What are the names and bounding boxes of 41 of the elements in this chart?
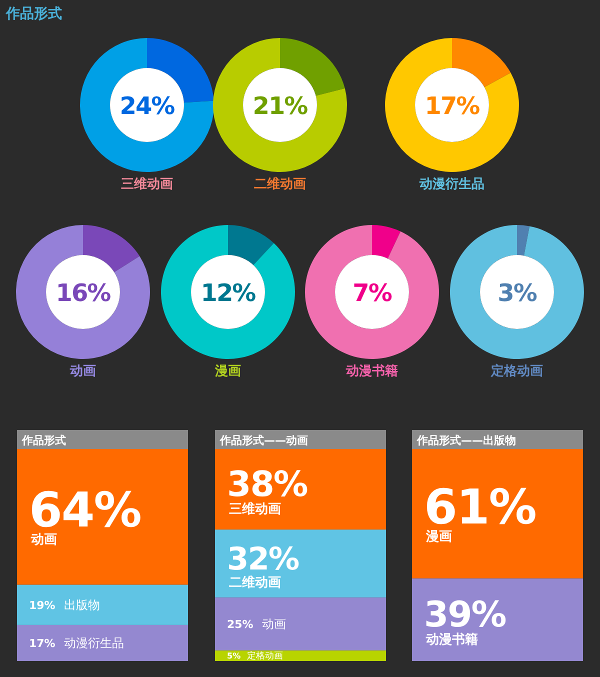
donut-slice [83,225,140,272]
donut-slice [80,38,214,172]
donut-slice [228,225,274,266]
data-label: 17% [29,636,56,650]
text: 二维动画 [254,176,306,192]
data-label: 5% [227,652,241,661]
bar [215,597,386,650]
text: 三维动画 [121,176,173,192]
text: 动漫衍生品 [418,177,484,192]
text: 作品形式 [5,6,62,22]
bar [215,530,386,598]
donut-slice [161,225,295,359]
donut-slice [16,225,150,359]
donut-slice [452,38,511,88]
donut-slice [372,225,401,259]
donut-slice [280,38,345,96]
donut-slice [213,38,348,172]
text: 漫画 [214,364,241,379]
donut-slice [450,225,584,359]
chart-title: 作品形式 [21,434,66,447]
text: 动画 [69,364,96,379]
series-label: 定格动画 [246,650,283,662]
text: 7% [352,279,392,307]
text: 17% [424,92,480,120]
donut-slice [305,225,439,359]
data-label: 19% [29,598,56,612]
chart-title: 作品形式——动画 [219,434,308,447]
chart-title: 作品形式——出版物 [416,434,516,447]
text: 定格动画 [490,363,543,379]
text: 动漫书籍 [345,364,398,379]
donut-slice [385,38,519,172]
series-label: 动漫衍生品 [64,636,124,650]
donut-slice [517,225,530,256]
series-label: 出版物 [64,598,100,612]
series-label: 动画 [262,616,286,631]
text: 24% [120,92,176,120]
data-label: 25% [227,618,254,631]
text: 21% [252,92,308,120]
text: 3% [498,279,538,307]
text: 16% [56,279,112,307]
text: 12% [200,279,256,307]
